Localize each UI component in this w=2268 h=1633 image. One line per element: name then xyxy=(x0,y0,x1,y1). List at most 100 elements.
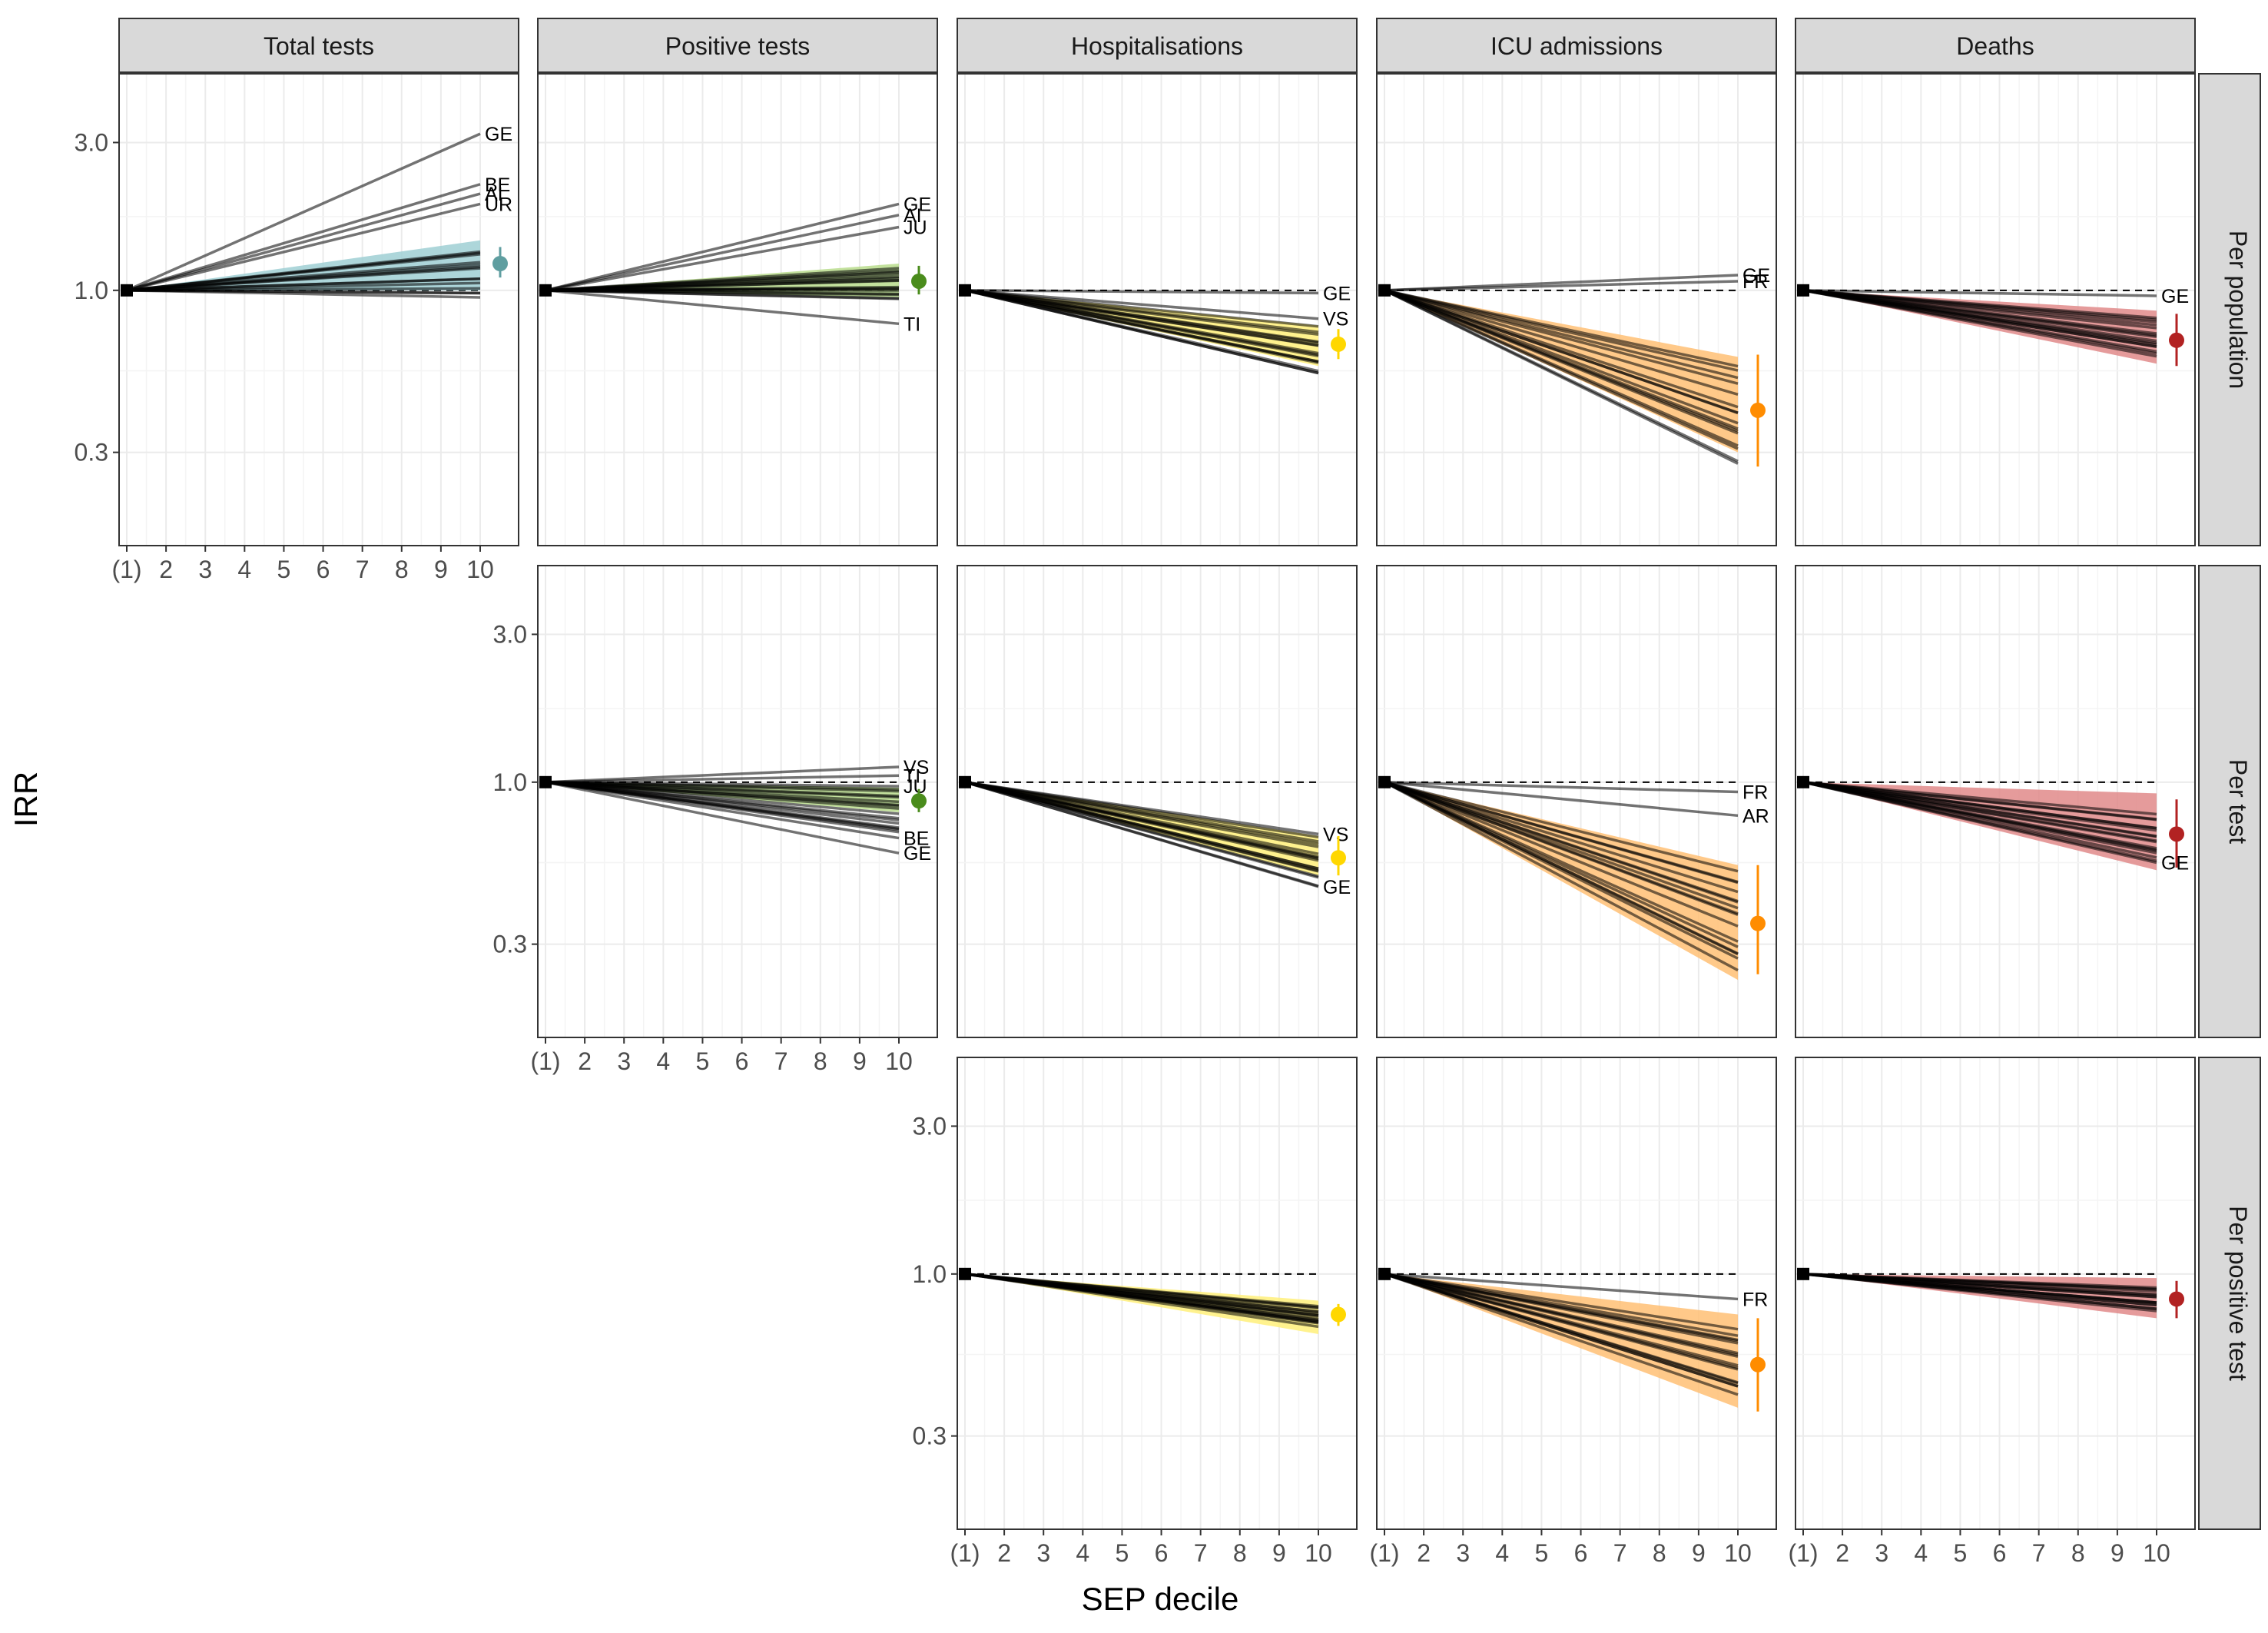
reference-marker xyxy=(1378,775,1391,788)
region-line xyxy=(1384,781,1739,904)
x-tick-label: 7 xyxy=(356,556,370,583)
reference-marker xyxy=(1797,284,1809,297)
region-line-labeled xyxy=(964,781,1319,888)
reference-marker xyxy=(121,284,133,297)
x-tick-label: 7 xyxy=(1613,1539,1627,1567)
confidence-band xyxy=(1384,782,1738,981)
column-strip-label: ICU admissions xyxy=(1490,32,1663,60)
x-tick-label: 8 xyxy=(2071,1539,2085,1567)
x-tick-label: (1) xyxy=(1369,1539,1399,1567)
x-tick-label: 7 xyxy=(774,1047,788,1075)
confidence-band xyxy=(1384,1273,1738,1408)
region-label: FR xyxy=(1742,271,1768,293)
x-tick-label: (1) xyxy=(950,1539,980,1567)
x-tick-label: 3 xyxy=(198,556,212,583)
panel-border xyxy=(957,565,1358,1038)
reference-marker xyxy=(539,284,552,297)
x-tick-label: 9 xyxy=(853,1047,867,1075)
x-tick-label: 7 xyxy=(2032,1539,2046,1567)
region-line xyxy=(126,251,481,292)
x-tick-label: 8 xyxy=(395,556,409,583)
x-tick-label: 5 xyxy=(1116,1539,1129,1567)
x-tick-label: 9 xyxy=(2110,1539,2124,1567)
region-line-labeled xyxy=(964,289,1319,295)
region-line xyxy=(1384,1273,1739,1367)
x-tick-label: (1) xyxy=(530,1047,560,1075)
region-line xyxy=(1384,289,1739,372)
region-line-labeled xyxy=(1384,1273,1739,1301)
region-line-labeled xyxy=(545,781,900,855)
region-line-labeled xyxy=(545,214,900,292)
x-tick-label: 6 xyxy=(317,556,330,583)
summary-point xyxy=(2169,826,2184,842)
region-label: VS xyxy=(1323,824,1348,845)
region-line-labeled xyxy=(1802,781,2157,865)
panel-border xyxy=(1376,1057,1777,1530)
panel-border xyxy=(537,73,938,546)
y-tick-label: 3.0 xyxy=(913,1112,947,1140)
x-tick-label: 4 xyxy=(656,1047,670,1075)
x-tick-label: 2 xyxy=(997,1539,1011,1567)
summary-point xyxy=(1750,402,1766,418)
x-tick-label: 6 xyxy=(1574,1539,1588,1567)
panel-border xyxy=(1795,73,2196,546)
x-tick-label: 9 xyxy=(1272,1539,1286,1567)
confidence-band xyxy=(127,240,480,290)
region-label: BE xyxy=(485,174,510,196)
x-tick-label: 2 xyxy=(578,1047,592,1075)
region-label: GE xyxy=(2161,286,2189,307)
y-tick-label: 0.3 xyxy=(913,1422,947,1450)
region-line-labeled xyxy=(545,202,900,292)
x-tick-label: 3 xyxy=(1875,1539,1888,1567)
y-tick-label: 3.0 xyxy=(75,128,108,156)
panel-border xyxy=(957,73,1358,546)
x-tick-label: 4 xyxy=(237,556,251,583)
region-line-labeled xyxy=(1384,781,1739,818)
confidence-band xyxy=(1803,290,2157,364)
region-label: GE xyxy=(1323,877,1351,898)
panel-per-test-deaths: GE xyxy=(1795,565,2196,1038)
region-line-labeled xyxy=(126,132,481,292)
x-tick-label: 6 xyxy=(1155,1539,1169,1567)
column-strip xyxy=(1795,18,2196,73)
region-label: TI xyxy=(904,765,920,787)
region-line-labeled xyxy=(545,765,900,784)
region-line xyxy=(1384,781,1739,943)
x-tick-label: 5 xyxy=(1535,1539,1549,1567)
x-tick-label: 10 xyxy=(885,1047,913,1075)
summary-point xyxy=(911,273,927,289)
panel-per-positive-test-icu-admissions: FR (1) 2 3 4 5 6 7 8 9 10 xyxy=(1369,1057,1777,1567)
x-tick-label: 7 xyxy=(1194,1539,1208,1567)
summary-point xyxy=(2169,332,2184,348)
x-tick-label: 9 xyxy=(1692,1539,1706,1567)
reference-marker xyxy=(959,284,971,297)
y-axis-title: IRR xyxy=(8,772,44,827)
region-line xyxy=(1384,781,1739,873)
column-strip xyxy=(537,18,938,73)
y-tick-label: 0.3 xyxy=(75,439,108,466)
region-line xyxy=(1384,289,1739,409)
region-line xyxy=(126,277,481,292)
region-line-labeled xyxy=(545,774,900,784)
x-tick-label: 5 xyxy=(696,1047,710,1075)
region-line-labeled xyxy=(126,183,481,292)
column-strip xyxy=(1376,18,1777,73)
region-label: GE xyxy=(1742,265,1770,287)
column-strip xyxy=(118,18,519,73)
column-strip xyxy=(957,18,1358,73)
row-strip-label: Per test xyxy=(2224,759,2252,844)
summary-point xyxy=(1331,336,1346,352)
x-tick-label: 3 xyxy=(1456,1539,1470,1567)
summary-point xyxy=(911,793,927,809)
region-line-labeled xyxy=(964,289,1319,320)
region-label: AI xyxy=(485,184,503,205)
column-strip-label: Total tests xyxy=(264,32,374,60)
x-tick-label: 10 xyxy=(1305,1539,1332,1567)
region-line xyxy=(1384,781,1739,972)
x-tick-label: 5 xyxy=(277,556,291,583)
x-tick-label: 4 xyxy=(1914,1539,1928,1567)
